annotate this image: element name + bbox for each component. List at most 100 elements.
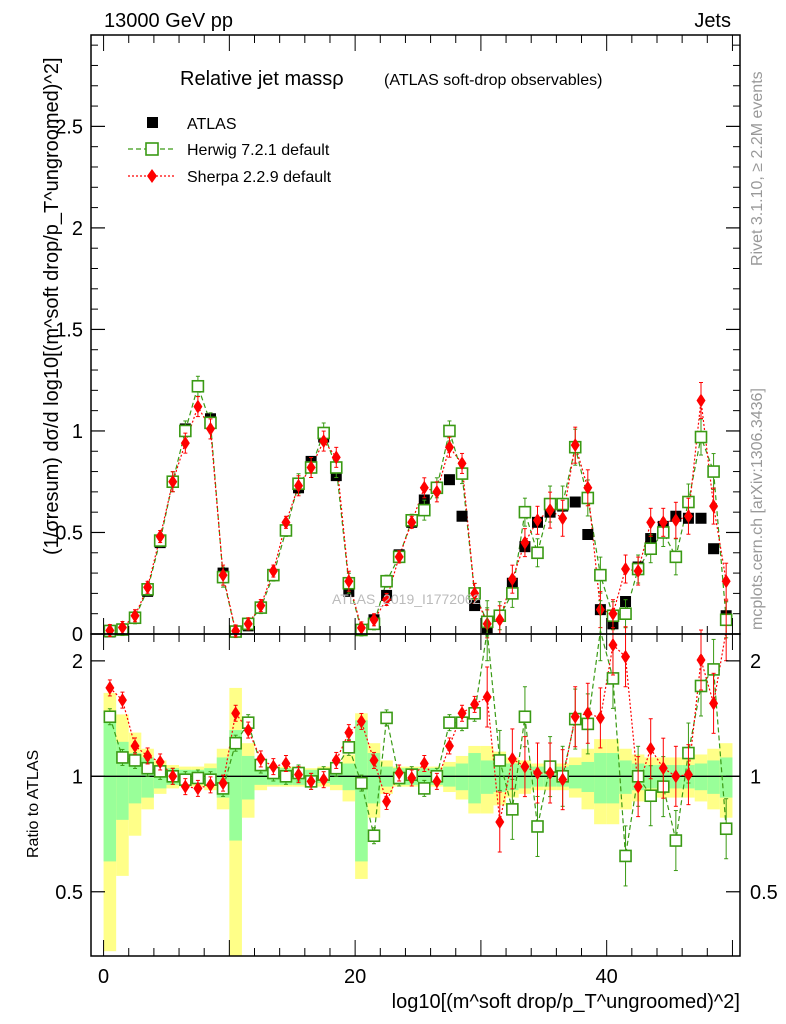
chart-title: Relative jet massρ <box>180 68 344 90</box>
atlas-point <box>695 512 707 524</box>
herwig-point <box>518 505 532 519</box>
sherpa-point <box>683 509 693 524</box>
sherpa-ratio-point <box>243 723 253 738</box>
herwig-ratio-point <box>619 849 632 863</box>
watermark: ATLAS_2019_I1772062 <box>332 591 481 607</box>
sherpa-point <box>583 480 593 495</box>
sherpa-ratio-point <box>507 751 517 766</box>
sherpa-ratio-point <box>470 697 480 712</box>
sherpa-ratio-point <box>180 779 190 794</box>
herwig-point <box>594 568 607 582</box>
x-tick-label: 0 <box>98 966 109 988</box>
sherpa-ratio-point <box>268 759 278 774</box>
atlas-point <box>469 600 481 612</box>
sherpa-ratio-point <box>633 779 643 794</box>
atlas-point <box>582 529 594 541</box>
sherpa-ratio-point <box>331 753 341 768</box>
sherpa-point <box>470 586 480 601</box>
sherpa-ratio-point <box>696 653 706 668</box>
sherpa-point <box>344 574 354 589</box>
sherpa-point <box>117 620 127 635</box>
herwig-ratio-point <box>103 710 117 724</box>
band-inner <box>707 760 720 794</box>
sherpa-point <box>168 474 178 489</box>
sherpa-ratio-point <box>205 777 215 792</box>
sherpa-ratio-point <box>595 710 605 725</box>
sherpa-ratio-point <box>545 766 555 781</box>
sherpa-ratio-point <box>558 772 568 787</box>
herwig-point <box>380 574 393 588</box>
sherpa-point <box>570 438 580 453</box>
band-inner <box>367 753 381 804</box>
sherpa-point <box>394 549 404 564</box>
sherpa-ratio-point <box>231 706 241 721</box>
herwig-ratio-point <box>443 716 456 729</box>
herwig-ratio-point <box>669 834 683 847</box>
sherpa-ratio-point <box>709 696 719 711</box>
chart-subtitle: (ATLAS soft-drop observables) <box>384 72 602 89</box>
band-inner <box>480 760 494 794</box>
sherpa-ratio-point <box>356 714 366 729</box>
legend-atlas-label: ATLAS <box>187 116 237 133</box>
herwig-ratio-point <box>531 820 544 833</box>
ratio-y-axis-label: Ratio to ATLAS <box>25 750 42 858</box>
sherpa-point <box>382 592 392 607</box>
legend-sherpa-label: Sherpa 2.2.9 default <box>187 169 332 186</box>
sherpa-ratio-point <box>382 794 392 809</box>
sherpa-point <box>633 564 643 579</box>
herwig-ratio-point <box>518 710 532 724</box>
atlas-point <box>708 543 720 555</box>
herwig-ratio-point <box>506 803 519 816</box>
herwig-point <box>619 607 632 620</box>
y-tick-label: 2 <box>72 218 83 240</box>
sherpa-point <box>432 484 442 499</box>
herwig-point <box>694 430 708 444</box>
band-inner <box>619 760 632 794</box>
y-axis-label: (1/σresum) dσ/d log10[(m^soft drop/p_T^u… <box>41 58 63 556</box>
y-tick-label: 0.5 <box>55 522 83 544</box>
sherpa-ratio-point <box>432 774 442 789</box>
sherpa-point <box>356 620 366 635</box>
sherpa-ratio-point <box>683 767 693 782</box>
x-tick-label: 20 <box>344 966 366 988</box>
sherpa-point <box>281 515 291 530</box>
sherpa-point <box>457 456 467 471</box>
sherpa-point <box>444 440 454 455</box>
sherpa-ratio-point <box>218 776 228 791</box>
sherpa-ratio-point <box>457 706 467 721</box>
sherpa-ratio-point <box>105 680 115 695</box>
herwig-ratio-point <box>342 741 356 754</box>
band-inner <box>594 753 607 804</box>
atlas-point <box>456 510 468 522</box>
sherpa-ratio-point <box>658 761 668 776</box>
herwig-ratio-point <box>355 776 368 790</box>
sherpa-point <box>218 568 228 583</box>
y-tick-label: 0 <box>72 624 83 646</box>
sherpa-ratio-point <box>646 741 656 756</box>
ratio-tick-label: 2 <box>72 651 83 673</box>
herwig-point <box>669 550 683 564</box>
sherpa-point <box>205 421 215 436</box>
herwig-ratio-point <box>128 754 142 767</box>
sherpa-ratio-point <box>583 706 593 721</box>
herwig-ratio-point <box>367 829 381 843</box>
ratio-tick-label-right: 1 <box>750 766 761 788</box>
legend-atlas-marker <box>147 117 158 128</box>
sherpa-point <box>369 612 379 627</box>
sherpa-ratio-point <box>570 709 580 724</box>
sherpa-ratio-point <box>306 774 316 789</box>
sherpa-ratio-point <box>444 738 454 753</box>
herwig-ratio-point <box>380 711 393 725</box>
herwig-ratio-point <box>229 736 242 750</box>
band-inner <box>103 720 117 862</box>
sherpa-point <box>193 399 203 414</box>
legend-sherpa-marker <box>147 169 157 183</box>
band-inner <box>468 753 481 804</box>
sherpa-ratio-point <box>621 649 631 664</box>
sherpa-line <box>109 400 727 632</box>
sherpa-point <box>558 511 568 526</box>
herwig-ratio-point <box>719 822 733 836</box>
sherpa-ratio-point <box>143 748 153 763</box>
atlas-point <box>443 474 455 486</box>
sherpa-ratio-point <box>533 766 543 781</box>
